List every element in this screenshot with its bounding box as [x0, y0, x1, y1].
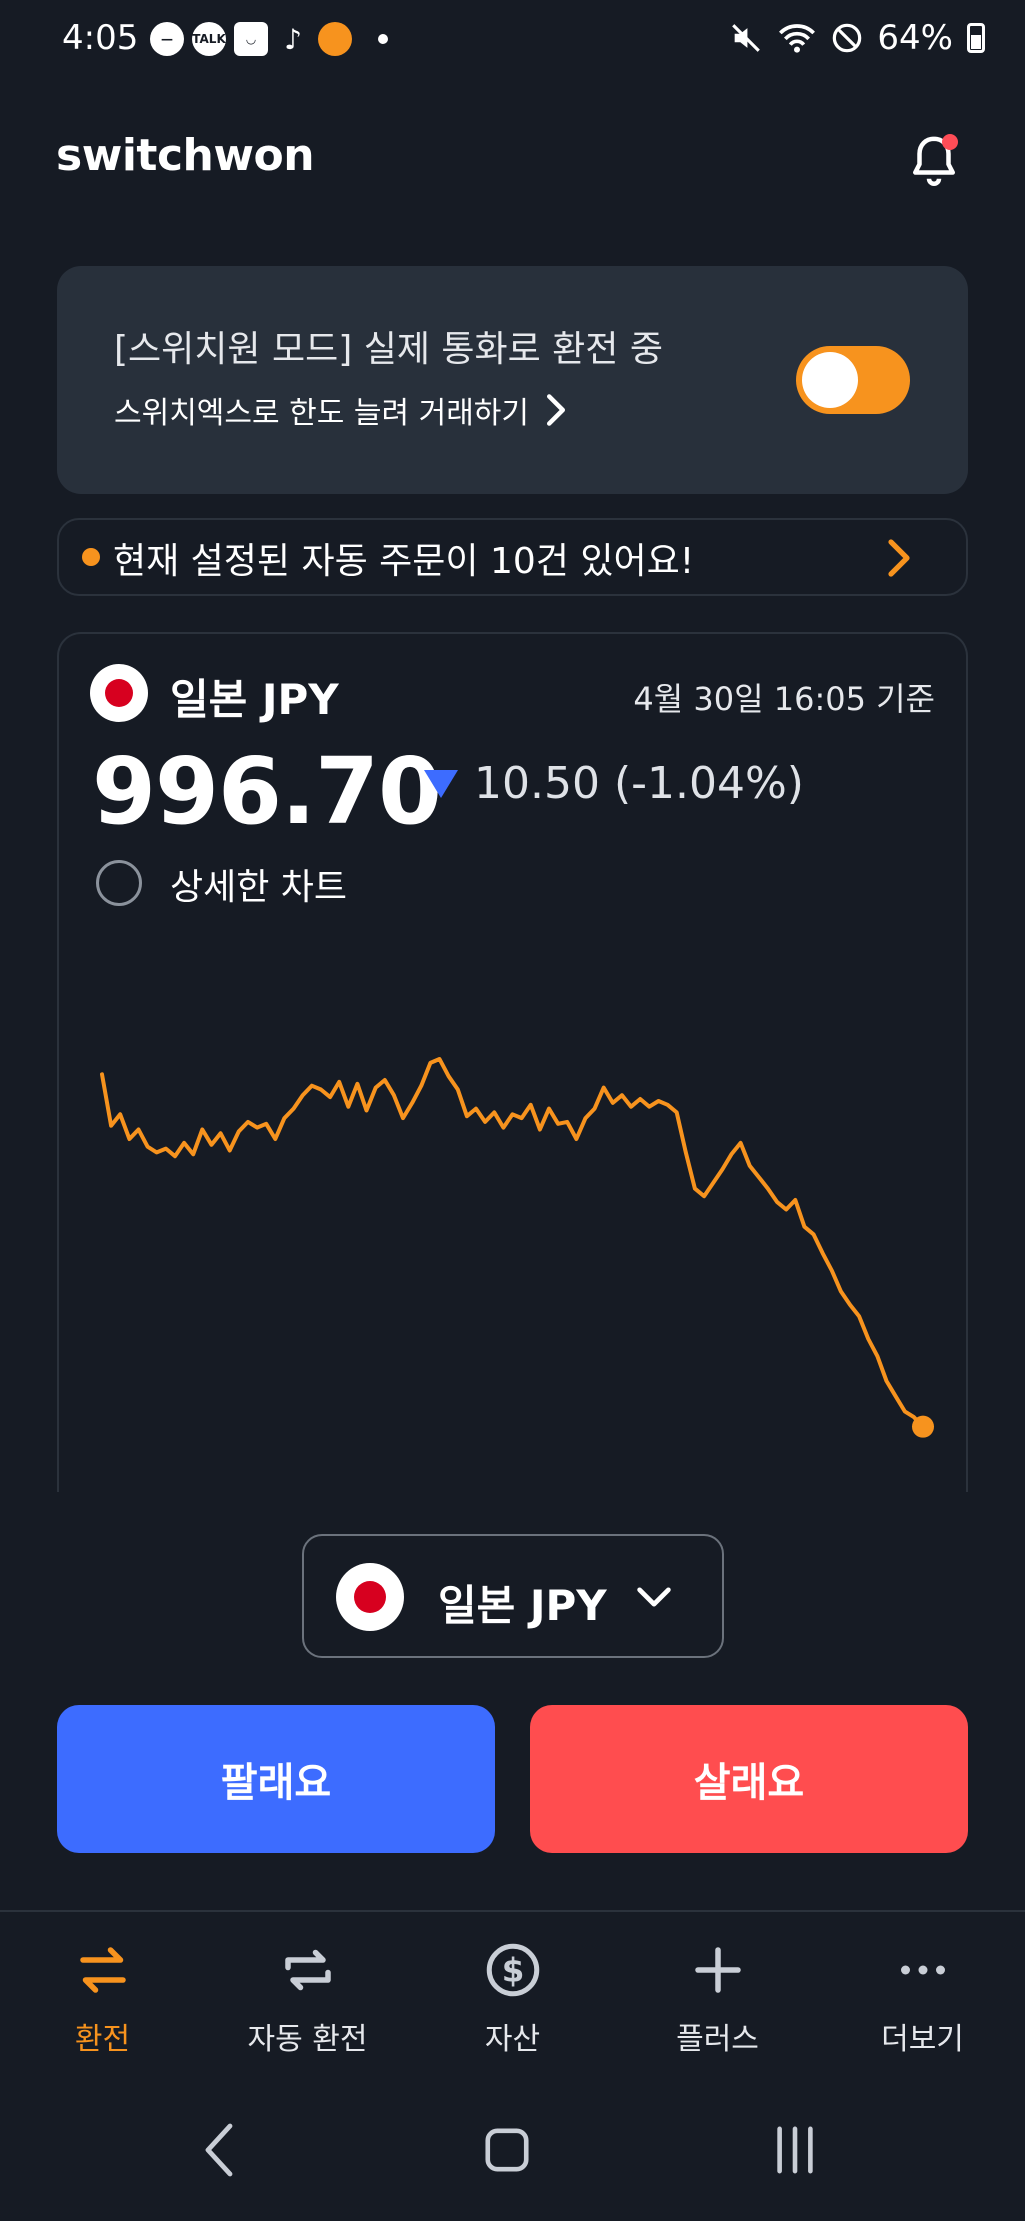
detail-chart-radio[interactable]: [96, 860, 142, 906]
current-rate-marker: [912, 1415, 934, 1438]
more-dots-icon: [900, 1965, 945, 1975]
recents-nav-icon[interactable]: [770, 2120, 820, 2180]
tab-more[interactable]: 더보기: [820, 1940, 1025, 2058]
tab-plus[interactable]: 플러스: [615, 1940, 820, 2058]
chevron-right-icon: [547, 394, 566, 426]
tab-exchange[interactable]: 환전: [0, 1940, 205, 2058]
rate-chart-card: [57, 632, 968, 1492]
tab-label: 플러스: [676, 2022, 759, 2057]
switchwon-mode-toggle[interactable]: [796, 346, 910, 414]
avatar-icon: [318, 22, 352, 56]
chevron-right-icon: [888, 539, 910, 577]
tab-label: 더보기: [881, 2022, 964, 2057]
auto-order-banner-text: 현재 설정된 자동 주문이 10건 있어요!: [113, 541, 695, 582]
mode-card-subtitle: 스위치엑스로 한도 늘려 거래하기: [114, 396, 530, 431]
tab-label: 자산: [484, 2022, 541, 2057]
switchex-link[interactable]: 스위치엑스로 한도 늘려 거래하기: [114, 388, 567, 432]
app-title: switchwon: [56, 130, 315, 181]
exchange-arrows-icon: [79, 1947, 126, 1993]
wifi-icon: [779, 24, 816, 53]
rate-change-value: 10.50 (-1.04%): [474, 758, 804, 809]
dollar-coin-icon: $: [486, 1943, 539, 1997]
status-time: 4:05: [62, 18, 139, 58]
tab-label: 자동 환전: [247, 2022, 368, 2057]
japan-flag-icon: [336, 1563, 404, 1631]
auto-order-banner[interactable]: [57, 518, 968, 596]
kakaotalk-icon: TALK: [192, 22, 226, 56]
notification-badge: [942, 134, 958, 150]
plus-icon: [694, 1947, 741, 1993]
mode-card-title: [스위치원 모드] 실제 통화로 환전 중: [114, 329, 663, 370]
status-system-icons: 64%: [729, 18, 985, 58]
status-bar: 4:05 — TALK ◡ ♪ 64%: [0, 0, 1025, 80]
repeat-icon: [284, 1949, 331, 1991]
minus-circle-icon: —: [150, 22, 184, 56]
tab-assets[interactable]: $ 자산: [410, 1940, 615, 2058]
tab-label: 환전: [74, 2022, 131, 2057]
rate-timestamp: 4월 30일 16:05 기준: [633, 680, 935, 718]
tiktok-icon: ♪: [284, 22, 302, 56]
japan-flag-icon: [90, 664, 148, 722]
more-notifications-dot-icon: [378, 34, 388, 44]
battery-icon: [967, 23, 985, 53]
sell-button[interactable]: 팔래요: [57, 1705, 495, 1853]
home-nav-icon[interactable]: [482, 2120, 532, 2180]
down-triangle-icon: [424, 769, 458, 798]
battery-percent: 64%: [877, 18, 953, 58]
currency-selector[interactable]: [302, 1534, 724, 1658]
currency-selector-label: 일본 JPY: [438, 1581, 607, 1630]
back-nav-icon[interactable]: [200, 2120, 240, 2180]
chevron-down-icon: [637, 1587, 671, 1607]
svg-text:$: $: [501, 1951, 524, 1989]
banner-dot-icon: [82, 548, 100, 566]
rate-change: 10.50 (-1.04%): [424, 758, 804, 809]
do-not-disturb-icon: [833, 23, 862, 53]
currency-name: 일본 JPY: [170, 675, 339, 724]
tab-bar-divider: [0, 1910, 1025, 1912]
rate-line-chart: [100, 1057, 934, 1438]
detail-chart-label[interactable]: 상세한 차트: [170, 867, 348, 908]
shopping-bag-icon: ◡: [234, 22, 268, 56]
buy-button[interactable]: 살래요: [530, 1705, 968, 1853]
exchange-rate: 996.70: [92, 738, 442, 845]
tab-auto-exchange[interactable]: 자동 환전: [205, 1940, 410, 2058]
status-notification-icons: — TALK ◡ ♪: [150, 22, 388, 56]
toggle-knob: [802, 352, 858, 408]
mute-icon: [732, 24, 761, 52]
rate-series-line: [100, 1057, 925, 1429]
